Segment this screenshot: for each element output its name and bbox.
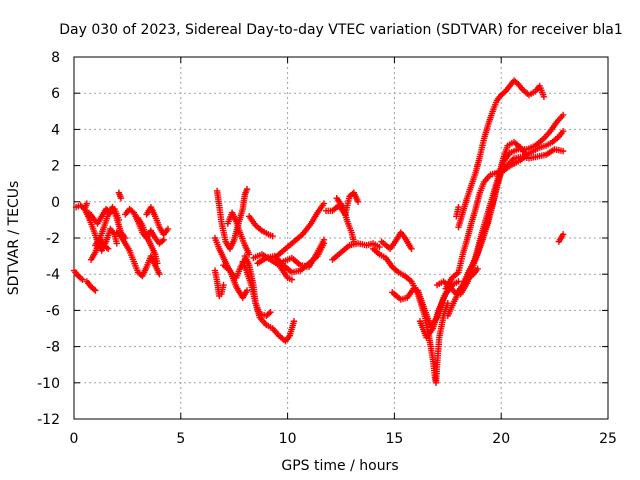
- data-point: [159, 237, 166, 245]
- series-sat-c: [83, 278, 99, 294]
- series-sat-e: [85, 205, 123, 227]
- data-point: [500, 89, 508, 96]
- data-point: [83, 200, 91, 207]
- series-sat-h: [115, 189, 125, 202]
- data-point: [559, 128, 567, 135]
- series-sat-q: [220, 261, 251, 301]
- series-sat-o: [213, 185, 251, 253]
- data-point: [376, 243, 383, 251]
- data-point: [160, 236, 167, 244]
- data-point: [290, 318, 298, 325]
- y-tick-label: -6: [46, 303, 60, 319]
- series-sat-l: [143, 204, 172, 238]
- data-point: [444, 299, 451, 307]
- series-sat-k: [134, 214, 161, 267]
- series-sat-t: [245, 213, 276, 240]
- y-tick-label: 0: [51, 195, 60, 211]
- series-sat-am: [555, 231, 567, 245]
- data-point: [265, 310, 273, 317]
- x-tick-label: 10: [279, 431, 297, 447]
- data-point: [559, 147, 567, 155]
- data-point: [164, 225, 172, 233]
- series-sat-u: [250, 251, 296, 283]
- data-point: [288, 276, 296, 283]
- series-sat-ak: [455, 77, 548, 231]
- chart-title: Day 030 of 2023, Sidereal Day-to-day VTE…: [59, 22, 622, 38]
- data-point: [408, 245, 415, 253]
- x-tick-label: 25: [599, 431, 617, 447]
- data-point: [269, 232, 276, 240]
- y-tick-label: -10: [37, 376, 60, 392]
- series-sat-ac: [378, 229, 415, 253]
- data-point: [455, 204, 462, 211]
- data-point: [103, 244, 110, 251]
- data-point: [320, 200, 328, 207]
- series-sat-aa: [333, 194, 358, 245]
- series-sat-p: [224, 209, 253, 258]
- data-point: [243, 185, 251, 193]
- series-sat-z: [329, 240, 383, 263]
- data-point: [474, 265, 481, 272]
- x-axis-label: GPS time / hours: [281, 458, 398, 474]
- series-sat-i: [113, 229, 163, 280]
- y-tick-label: 4: [51, 122, 60, 138]
- grid: [74, 57, 608, 419]
- series-sat-aj: [457, 138, 531, 298]
- data-point: [523, 151, 531, 158]
- y-tick-label: -12: [37, 412, 60, 428]
- series-sat-s: [241, 252, 274, 320]
- data-point: [267, 309, 274, 316]
- series-sat-m: [211, 267, 227, 300]
- x-tick-label: 5: [176, 431, 185, 447]
- y-tick-label: 6: [51, 86, 60, 102]
- data-point: [320, 236, 328, 244]
- series-sat-ae: [416, 278, 462, 341]
- axis-ticks: 0 5 10 15 20 25 -12 -10 -8 -6 -4 -2 0 2 4 6 8: [37, 50, 617, 447]
- data-point: [513, 79, 521, 87]
- data-point: [559, 231, 567, 238]
- data-point: [104, 245, 112, 253]
- data-point: [90, 286, 98, 293]
- series-sat-w: [273, 200, 328, 260]
- data-point: [220, 281, 227, 289]
- series-sat-g: [92, 234, 112, 253]
- data-point: [77, 275, 85, 282]
- data-point: [154, 260, 161, 267]
- y-tick-label: 8: [51, 50, 60, 66]
- x-tick-label: 0: [70, 431, 79, 447]
- data-point: [350, 238, 358, 245]
- data-point: [79, 276, 86, 283]
- data-points: [70, 77, 567, 386]
- data-point: [245, 251, 253, 258]
- data-point: [243, 287, 251, 294]
- y-tick-label: -2: [46, 231, 60, 247]
- data-point: [113, 240, 120, 247]
- y-tick-label: -4: [46, 267, 60, 283]
- data-point: [455, 278, 462, 285]
- data-point: [540, 93, 548, 101]
- x-tick-label: 15: [385, 431, 403, 447]
- series-sat-f: [87, 204, 129, 263]
- data-point: [354, 198, 362, 205]
- series-sat-x: [280, 236, 328, 271]
- series-sat-a: [70, 267, 86, 283]
- data-point: [156, 271, 163, 278]
- data-point: [92, 287, 99, 294]
- y-tick-label: -8: [46, 340, 60, 356]
- data-point: [559, 111, 567, 119]
- y-axis-label: SDTVAR / TECUs: [6, 181, 22, 296]
- series-sat-ad: [389, 281, 454, 330]
- data-point: [117, 194, 125, 202]
- y-tick-label: 2: [51, 159, 60, 175]
- series-sat-al: [453, 204, 462, 220]
- x-tick-label: 20: [492, 431, 510, 447]
